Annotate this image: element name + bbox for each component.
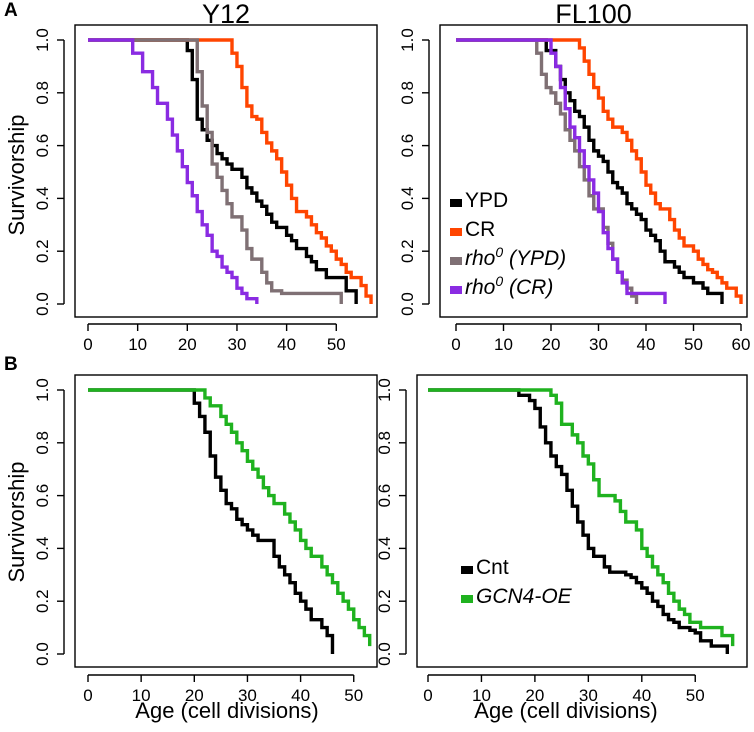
x-tick-label: 0 <box>83 335 92 354</box>
series-line-cnt <box>88 388 335 654</box>
chart-title: FL100 <box>555 0 632 29</box>
y-axis-label-top: Survivorship <box>4 114 29 235</box>
legend-swatch <box>450 228 462 236</box>
y-tick-label: 0.2 <box>375 589 394 613</box>
plot-frame <box>416 374 748 668</box>
x-tick-label: 20 <box>185 686 204 705</box>
legend-label: Cnt <box>476 556 509 579</box>
x-tick-label: 30 <box>589 335 608 354</box>
y-tick-label: 0.4 <box>375 537 394 561</box>
y-tick-label: 0.8 <box>33 81 52 105</box>
series-line-gcn4-oe <box>428 388 735 647</box>
y-tick-label: 0.6 <box>375 484 394 508</box>
y-tick-label: 0.6 <box>33 134 52 158</box>
y-tick-label: 0.0 <box>398 292 417 316</box>
y-tick-label: 1.0 <box>33 28 52 52</box>
x-tick-label: 30 <box>579 686 598 705</box>
y-tick-label: 0.4 <box>33 537 52 561</box>
legend-label: rho0 (YPD) <box>465 244 566 270</box>
panel-label-b: B <box>4 354 18 375</box>
series-line-cr <box>88 38 373 304</box>
panel-y12: Y12 0.0 0.2 0.4 0.6 0.8 1.0 0 10 20 30 40 50 <box>33 0 378 354</box>
legend-swatch <box>461 566 473 574</box>
x-tick-label: 10 <box>132 686 151 705</box>
panel-gcn4-y12: 0.0 0.2 0.4 0.6 0.8 1.0 0 10 20 30 40 50 <box>33 374 378 705</box>
y-tick-label: 0.0 <box>375 642 394 666</box>
x-tick-label: 50 <box>327 335 346 354</box>
x-tick-label: 30 <box>228 335 247 354</box>
plot-frame <box>74 374 378 668</box>
x-tick-label: 40 <box>291 686 310 705</box>
plot-frame <box>439 24 748 318</box>
panel-gcn4-fl100: 0.0 0.2 0.4 0.6 0.8 1.0 0 10 20 30 40 50 Cnt GCN4-OE <box>375 374 748 705</box>
y-tick-label: 0.2 <box>33 239 52 263</box>
x-tick-label: 40 <box>637 335 656 354</box>
x-tick-label: 40 <box>632 686 651 705</box>
x-tick-label: 60 <box>732 335 751 354</box>
x-tick-label: 50 <box>344 686 363 705</box>
legend-label: CR <box>465 218 495 241</box>
legend-swatch <box>450 286 462 294</box>
y-tick-label: 0.0 <box>33 642 52 666</box>
series-line-cnt <box>428 388 730 654</box>
y-tick-label: 0.6 <box>398 134 417 158</box>
y-tick-label: 0.4 <box>398 187 417 211</box>
x-tick-label: 10 <box>472 686 491 705</box>
x-tick-label: 50 <box>686 686 705 705</box>
x-tick-label: 30 <box>238 686 257 705</box>
y-tick-label: 1.0 <box>33 378 52 402</box>
y-tick-label: 0.0 <box>33 292 52 316</box>
x-axis-label-left: Age (cell divisions) <box>135 698 318 723</box>
y-tick-label: 1.0 <box>375 378 394 402</box>
plot-frame <box>74 24 378 318</box>
y-tick-label: 0.8 <box>398 81 417 105</box>
panel-fl100: FL100 0.0 0.2 0.4 0.6 0.8 1.0 0 10 20 30 40 50 60 YPD C… <box>398 0 750 354</box>
legend-swatch <box>450 199 462 207</box>
x-axis-label-right: Age (cell divisions) <box>474 698 657 723</box>
legend: Cnt GCN4-OE <box>461 556 573 608</box>
x-tick-label: 10 <box>128 335 147 354</box>
legend-swatch <box>450 257 462 265</box>
y-tick-label: 0.8 <box>33 431 52 455</box>
legend-swatch <box>461 595 473 603</box>
y-tick-label: 1.0 <box>398 28 417 52</box>
x-tick-label: 40 <box>277 335 296 354</box>
y-tick-label: 0.2 <box>398 239 417 263</box>
y-tick-label: 0.6 <box>33 484 52 508</box>
legend-label: GCN4-OE <box>476 585 573 608</box>
legend-label: YPD <box>465 189 508 212</box>
y-tick-label: 0.8 <box>375 431 394 455</box>
legend-label: rho0 (CR) <box>465 273 553 299</box>
series-line-ypd <box>456 38 724 304</box>
x-tick-label: 0 <box>423 686 432 705</box>
x-tick-label: 50 <box>684 335 703 354</box>
chart-title: Y12 <box>202 0 250 29</box>
panel-label-a: A <box>4 0 18 21</box>
series-line-rho0-cr- <box>456 38 667 304</box>
legend: YPD CR rho0 (YPD) rho0 (CR) <box>450 189 566 299</box>
series-line-rho0-ypd- <box>88 38 343 304</box>
series-line-rho0-cr- <box>88 38 259 304</box>
x-tick-label: 0 <box>451 335 460 354</box>
x-tick-label: 20 <box>178 335 197 354</box>
y-tick-label: 0.4 <box>33 187 52 211</box>
y-tick-label: 0.2 <box>33 589 52 613</box>
series-line-gcn4-oe <box>88 388 372 647</box>
x-tick-label: 10 <box>494 335 513 354</box>
y-axis-label-bottom: Survivorship <box>4 461 29 582</box>
x-tick-label: 0 <box>83 686 92 705</box>
x-tick-label: 20 <box>525 686 544 705</box>
series-line-cr <box>456 38 743 304</box>
x-tick-label: 20 <box>542 335 561 354</box>
